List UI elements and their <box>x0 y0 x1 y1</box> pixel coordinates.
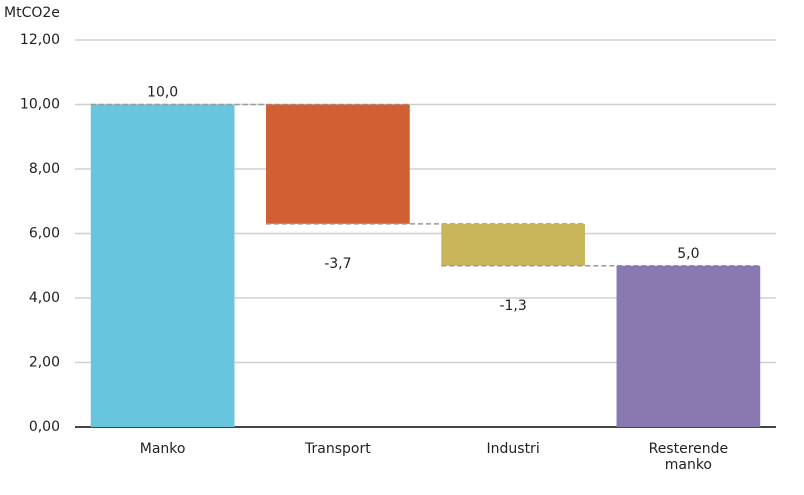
x-tick-label: Transport <box>305 441 371 457</box>
y-tick-label: 0,00 <box>29 419 60 435</box>
bar <box>266 104 410 224</box>
bar <box>441 223 585 266</box>
y-tick-label: 8,00 <box>29 161 60 177</box>
value-label: 10,0 <box>147 85 178 101</box>
value-label: -3,7 <box>324 256 351 272</box>
y-tick-label: 2,00 <box>29 355 60 371</box>
y-tick-label: 10,00 <box>20 97 60 113</box>
bar <box>90 104 235 427</box>
value-label: 5,0 <box>677 246 699 262</box>
x-tick-label: Resterende manko <box>648 441 729 473</box>
y-tick-label: 6,00 <box>29 226 60 242</box>
x-tick-label: Manko <box>139 441 186 457</box>
y-tick-label: 4,00 <box>29 290 60 306</box>
bar <box>616 265 761 427</box>
value-label: -1,3 <box>499 298 526 314</box>
y-axis-label: MtCO2e <box>4 5 60 21</box>
y-tick-label: 12,00 <box>20 32 60 48</box>
x-tick-label: Industri <box>486 441 540 457</box>
